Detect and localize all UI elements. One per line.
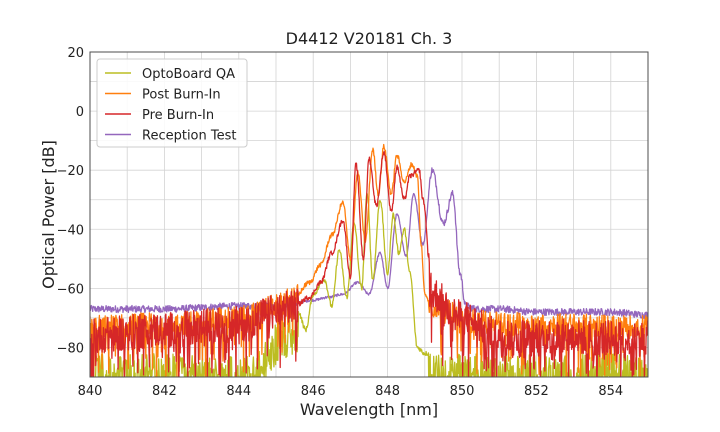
legend-label: Post Burn-In [142, 88, 221, 103]
legend-label: Reception Test [142, 129, 236, 144]
y-tick-label: −60 [57, 282, 84, 297]
y-tick-label: 20 [67, 46, 84, 61]
x-axis-title: Wavelength [nm] [300, 400, 438, 419]
x-tick-label: 846 [301, 384, 326, 399]
y-axis-title: Optical Power [dB] [39, 140, 58, 289]
y-tick-label: −40 [57, 223, 84, 238]
y-tick-label: −20 [57, 164, 84, 179]
series-line-optoboard-qa [90, 192, 648, 377]
legend-label: OptoBoard QA [142, 67, 235, 82]
x-tick-label: 848 [375, 384, 400, 399]
x-tick-label: 854 [598, 384, 623, 399]
x-tick-label: 850 [450, 384, 475, 399]
legend-label: Pre Burn-In [142, 108, 214, 123]
x-tick-label: 840 [78, 384, 103, 399]
y-tick-label: 0 [76, 105, 84, 120]
legend: OptoBoard QA Post Burn-In Pre Burn-In Recep… [96, 58, 248, 148]
tick-labels: 840 842 844 846 848 850 852 854 20 0 −20 −40 −60 −80 [57, 46, 624, 399]
series-lines [90, 143, 648, 377]
x-tick-label: 844 [226, 384, 251, 399]
x-tick-label: 852 [524, 384, 549, 399]
x-tick-label: 842 [152, 384, 177, 399]
series-line-reception-test [90, 167, 648, 319]
chart-title: D4412 V20181 Ch. 3 [286, 29, 453, 48]
legend-box [96, 58, 248, 148]
y-tick-label: −80 [57, 341, 84, 356]
plot-frame [89, 51, 649, 378]
series-line-pre-burn-in [90, 150, 648, 377]
